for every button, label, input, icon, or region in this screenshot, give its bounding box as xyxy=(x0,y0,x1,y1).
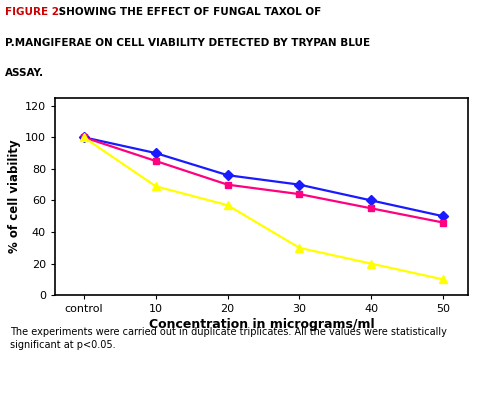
Text: P.MANGIFERAE ON CELL VIABILITY DETECTED BY TRYPAN BLUE: P.MANGIFERAE ON CELL VIABILITY DETECTED … xyxy=(5,38,370,48)
X-axis label: Concentration in micrograms/ml: Concentration in micrograms/ml xyxy=(149,318,375,332)
Text: ASSAY.: ASSAY. xyxy=(5,68,44,78)
Text: SHOWING THE EFFECT OF FUNGAL TAXOL OF: SHOWING THE EFFECT OF FUNGAL TAXOL OF xyxy=(55,7,321,17)
Y-axis label: % of cell viability: % of cell viability xyxy=(8,140,21,253)
Text: FIGURE 2:: FIGURE 2: xyxy=(5,7,63,17)
Text: The experiments were carried out in duplicate triplicates. All the values were s: The experiments were carried out in dupl… xyxy=(10,327,446,350)
